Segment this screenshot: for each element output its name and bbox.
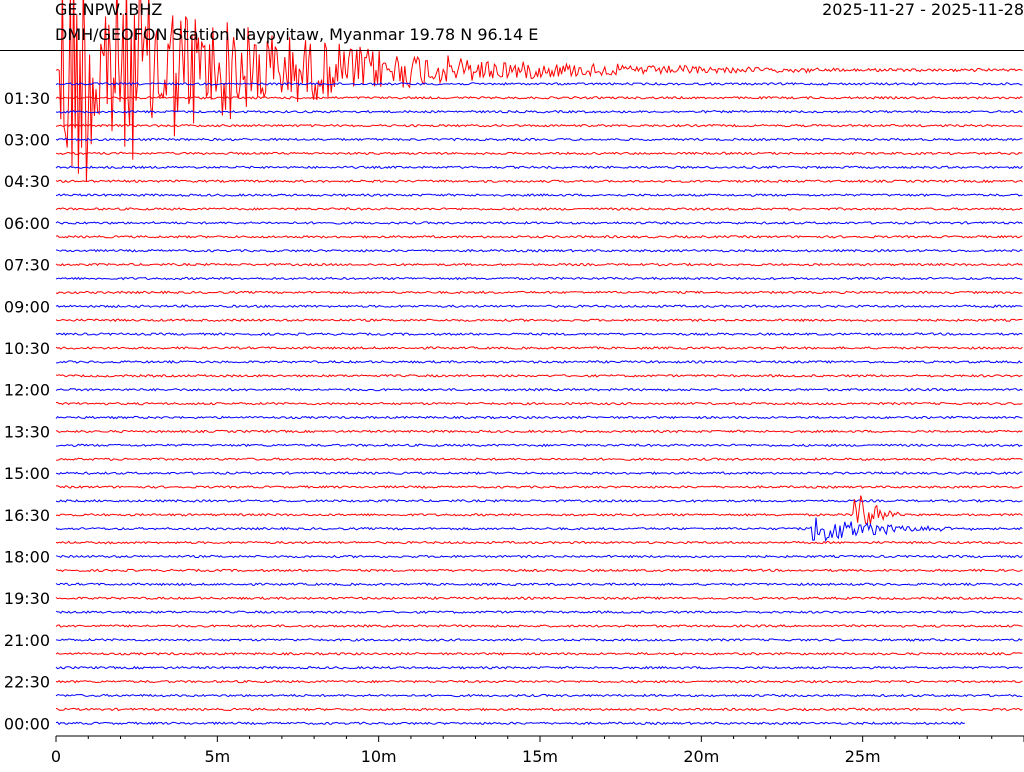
y-tick-label: 01:30 (4, 89, 50, 108)
trace-row-13 (55, 248, 1023, 253)
x-axis: 0 5m 10m 15m 20m 25m (51, 735, 1024, 766)
y-tick-label: 00:00 (4, 714, 50, 733)
trace-row-46 (55, 707, 1023, 712)
trace-row-28 (55, 457, 1023, 462)
y-tick-label: 13:30 (4, 422, 50, 441)
trace-row-44 (55, 679, 1023, 684)
trace-row-20 (55, 346, 1023, 350)
y-tick-label: 07:30 (4, 256, 50, 275)
trace-row-8 (55, 179, 1023, 184)
trace-row-10 (55, 207, 1023, 211)
trace-row-42 (55, 651, 1023, 656)
y-tick-label: 06:00 (4, 214, 50, 233)
y-tick-label: 22:30 (4, 673, 50, 692)
y-tick-label: 19:30 (4, 589, 50, 608)
trace-row-21 (56, 359, 1023, 364)
trace-row-33 (55, 517, 1023, 543)
trace-row-47 (55, 721, 965, 726)
trace-row-18 (55, 318, 1023, 323)
trace-row-35 (55, 554, 1023, 559)
y-tick-label: 21:00 (4, 631, 50, 650)
y-tick-label: 16:30 (4, 506, 50, 525)
trace-row-3 (55, 109, 1023, 114)
traces-layer (55, 0, 1023, 726)
x-tick-label: 10m (361, 747, 397, 766)
trace-row-39 (55, 610, 1023, 614)
trace-row-27 (55, 443, 1023, 448)
trace-row-45 (55, 693, 1023, 698)
trace-row-7 (55, 165, 1023, 170)
trace-row-5 (55, 137, 1023, 142)
y-tick-labels: 01:30 03:00 04:30 06:00 07:30 09:00 10:30 12:00… (4, 89, 50, 733)
y-tick-label: 09:00 (4, 297, 50, 316)
trace-row-31 (55, 498, 1023, 503)
trace-row-14 (55, 262, 1023, 267)
trace-row-41 (55, 638, 1023, 642)
trace-row-2 (55, 95, 1023, 100)
station-name-subtitle: DMH/GEOFON Station Naypyitaw, Myanmar 19… (55, 25, 539, 44)
trace-row-34 (55, 540, 1023, 545)
x-tick-label: 0 (51, 747, 61, 766)
trace-row-4 (55, 123, 1023, 128)
trace-row-30 (56, 485, 1023, 489)
trace-row-32 (55, 495, 1023, 525)
trace-row-9 (55, 193, 1023, 197)
y-tick-label: 10:30 (4, 339, 50, 358)
y-tick-label: 18:00 (4, 548, 50, 567)
x-tick-label: 15m (522, 747, 558, 766)
y-tick-label: 15:00 (4, 464, 50, 483)
trace-row-24 (56, 401, 1023, 406)
trace-row-25 (55, 415, 1023, 420)
trace-row-23 (55, 387, 1023, 392)
x-tick-label: 20m (683, 747, 719, 766)
trace-row-17 (55, 304, 1023, 309)
trace-row-15 (55, 276, 1023, 281)
y-tick-label: 03:00 (4, 131, 50, 150)
x-tick-label: 5m (204, 747, 230, 766)
trace-row-12 (55, 234, 1023, 239)
trace-row-6 (55, 151, 1023, 156)
trace-row-36 (55, 568, 1023, 573)
y-tick-label: 12:00 (4, 381, 50, 400)
trace-row-22 (55, 373, 1023, 378)
trace-row-19 (55, 332, 1023, 336)
x-tick-label: 25m (845, 747, 881, 766)
date-range-label: 2025-11-27 - 2025-11-28 (822, 0, 1024, 19)
trace-row-38 (55, 596, 1023, 601)
y-tick-label: 04:30 (4, 172, 50, 191)
trace-row-26 (55, 429, 1023, 434)
trace-row-0 (55, 0, 1023, 183)
trace-row-37 (55, 582, 1023, 587)
trace-row-29 (55, 471, 1023, 475)
station-code-title: GE.NPW..BHZ (55, 0, 163, 19)
trace-row-1 (55, 82, 1023, 86)
trace-row-43 (55, 665, 1023, 670)
trace-row-16 (55, 290, 1023, 295)
trace-row-11 (55, 221, 1023, 225)
trace-row-40 (55, 624, 1023, 628)
